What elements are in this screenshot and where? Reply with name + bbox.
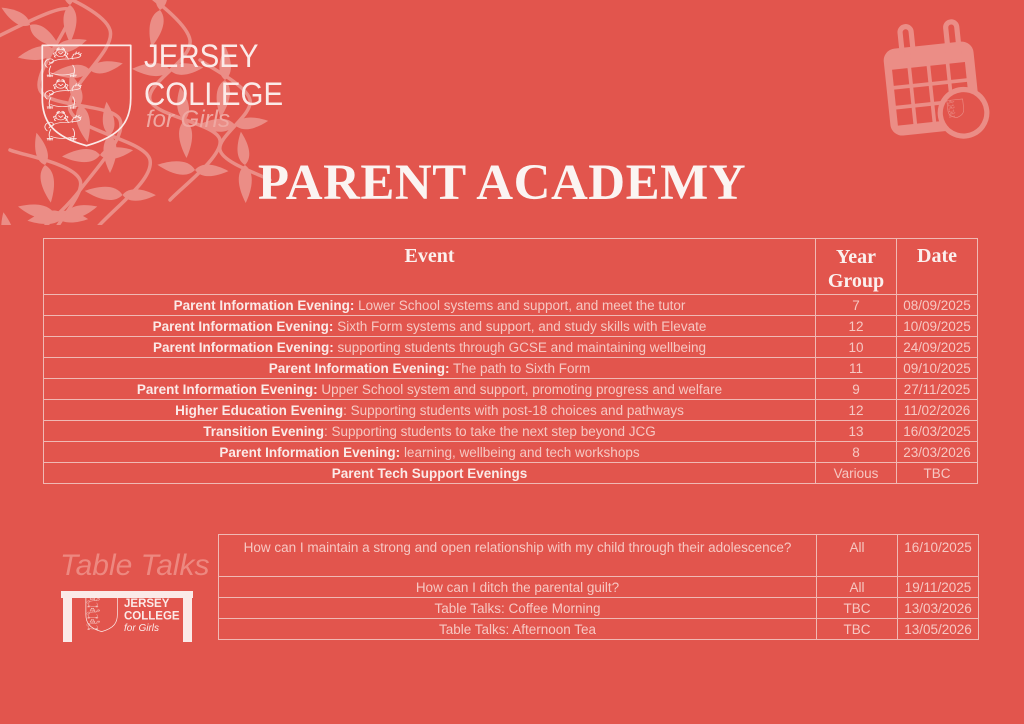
svg-text:Table Talks: Table Talks xyxy=(60,549,210,582)
svg-text:for Girls: for Girls xyxy=(124,623,159,634)
svg-text:JERSEY: JERSEY xyxy=(124,598,170,610)
svg-text:COLLEGE: COLLEGE xyxy=(124,611,180,623)
